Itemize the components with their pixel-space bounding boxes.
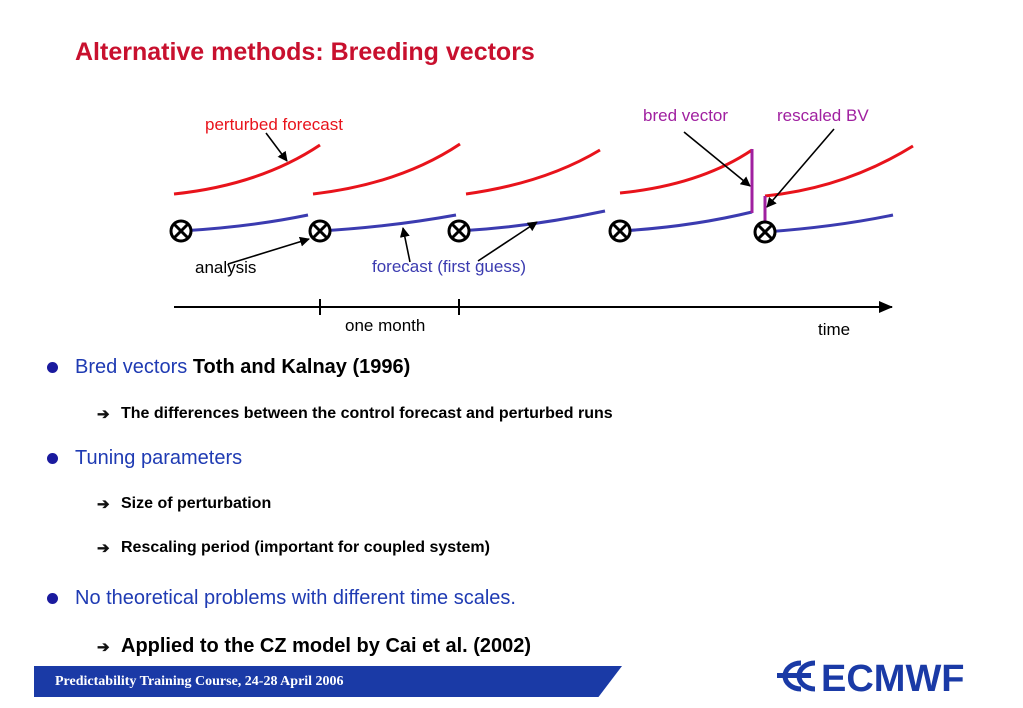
sub-bullet: ➔ Rescaling period (important for couple… bbox=[97, 539, 490, 557]
arrow-perturbed-forecast bbox=[265, 132, 288, 162]
label-time: time bbox=[818, 320, 850, 339]
arrow-forecast-2 bbox=[477, 221, 538, 262]
perturbed-forecast-curves bbox=[173, 142, 914, 198]
perturbed-curve bbox=[173, 143, 321, 196]
arrow-right-icon: ➔ bbox=[97, 406, 110, 423]
sub-bullet: ➔ Size of perturbation bbox=[97, 495, 271, 513]
sub-bullet: ➔ Applied to the CZ model by Cai et al. … bbox=[97, 635, 531, 658]
control-curve bbox=[319, 213, 457, 233]
arrow-analysis bbox=[227, 236, 310, 265]
control-curve bbox=[764, 213, 894, 234]
bullet-lead: Bred vectors bbox=[75, 356, 188, 378]
arrow-rescaled-bv bbox=[766, 128, 835, 208]
analysis-marker bbox=[447, 219, 471, 243]
bullet-tuning-parameters: Tuning parameters bbox=[47, 447, 242, 470]
control-forecast-curves bbox=[180, 209, 894, 234]
label-analysis: analysis bbox=[195, 258, 256, 277]
sub-bullet-text: Rescaling period (important for coupled … bbox=[121, 539, 490, 556]
analysis-marker bbox=[608, 219, 632, 243]
time-axis bbox=[174, 299, 893, 315]
bullet-text: No theoretical problems with different t… bbox=[75, 587, 516, 609]
bullet-text: Tuning parameters bbox=[75, 447, 243, 469]
ecmwf-logo: ECMWF bbox=[777, 658, 965, 697]
arrow-right-icon: ➔ bbox=[97, 496, 110, 513]
sub-bullet-text: Applied to the CZ model by Cai et al. (2… bbox=[121, 635, 532, 657]
perturbed-curve bbox=[619, 148, 753, 195]
arrow-right-icon: ➔ bbox=[97, 540, 110, 557]
sub-bullet-text: Size of perturbation bbox=[121, 495, 272, 512]
breeding-vectors-diagram: perturbed forecast bred vector rescaled … bbox=[169, 106, 914, 339]
bullet-bred-vectors: Bred vectors Toth and Kalnay (1996) bbox=[47, 356, 410, 379]
arrow-right-icon: ➔ bbox=[97, 638, 110, 656]
analysis-markers bbox=[169, 219, 777, 244]
label-one-month: one month bbox=[345, 316, 425, 335]
sub-bullet: ➔ The differences between the control fo… bbox=[97, 405, 613, 423]
footer-text: Predictability Training Course, 24-28 Ap… bbox=[55, 674, 344, 689]
label-bred-vector: bred vector bbox=[643, 106, 728, 125]
label-perturbed-forecast: perturbed forecast bbox=[205, 115, 343, 134]
arrow-forecast-1 bbox=[399, 227, 411, 263]
control-curve bbox=[180, 213, 309, 233]
bullet-time-scales: No theoretical problems with different t… bbox=[47, 587, 516, 610]
bullet-dot-icon bbox=[47, 593, 58, 604]
analysis-marker bbox=[169, 219, 193, 243]
bullet-dot-icon bbox=[47, 453, 58, 464]
logo-text: ECMWF bbox=[821, 658, 965, 697]
slide-title: Alternative methods: Breeding vectors bbox=[75, 38, 535, 66]
bullet-citation: Toth and Kalnay (1996) bbox=[192, 356, 411, 378]
arrow-bred-vector bbox=[683, 131, 751, 187]
footer-bar: Predictability Training Course, 24-28 Ap… bbox=[34, 666, 622, 697]
analysis-marker bbox=[308, 219, 332, 243]
bullet-dot-icon bbox=[47, 362, 58, 373]
control-curve bbox=[458, 209, 606, 233]
annotation-arrows bbox=[227, 128, 835, 265]
perturbed-curve bbox=[312, 142, 461, 196]
sub-bullet-text: The differences between the control fore… bbox=[121, 405, 613, 422]
perturbed-curve bbox=[764, 144, 914, 198]
perturbed-curve bbox=[465, 148, 601, 196]
analysis-marker bbox=[753, 220, 777, 244]
bullet-text: Bred vectors Toth and Kalnay (1996) bbox=[75, 356, 410, 379]
label-rescaled-bv: rescaled BV bbox=[777, 106, 869, 125]
label-forecast-first-guess: forecast (first guess) bbox=[372, 257, 526, 276]
control-curve bbox=[619, 210, 753, 233]
